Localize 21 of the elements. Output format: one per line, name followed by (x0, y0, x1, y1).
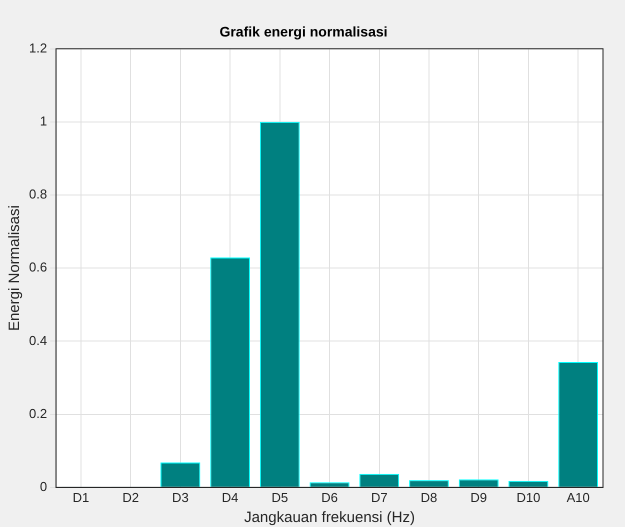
y-tick-label: 0 (40, 478, 48, 494)
x-tick-label: D7 (370, 490, 388, 505)
y-tick-label: 0.8 (28, 186, 48, 202)
x-axis-title: Jangkauan frekuensi (Hz) (244, 509, 415, 526)
y-tick-label: 0.4 (28, 332, 48, 348)
chart-title: Grafik energi normalisasi (219, 23, 388, 40)
x-tick-label: D10 (516, 490, 540, 505)
y-tick-label: 1 (40, 113, 48, 128)
x-tick-label: D5 (272, 490, 288, 505)
y-axis-title: Energi Normalisasi (6, 205, 24, 332)
y-tick-label: 0.6 (28, 260, 48, 275)
x-tick-label: D8 (420, 490, 438, 505)
x-tick-label: D3 (172, 490, 189, 505)
y-tick-label: 1.2 (28, 40, 48, 56)
x-tick-label: D6 (321, 490, 338, 505)
x-tick-label: D4 (222, 490, 238, 505)
x-tick-label: D1 (72, 490, 90, 505)
x-tick-label: A10 (566, 490, 590, 505)
y-tick-label: 0.2 (28, 406, 48, 421)
x-tick-label: D9 (470, 490, 488, 505)
x-tick-label: D2 (122, 490, 139, 505)
